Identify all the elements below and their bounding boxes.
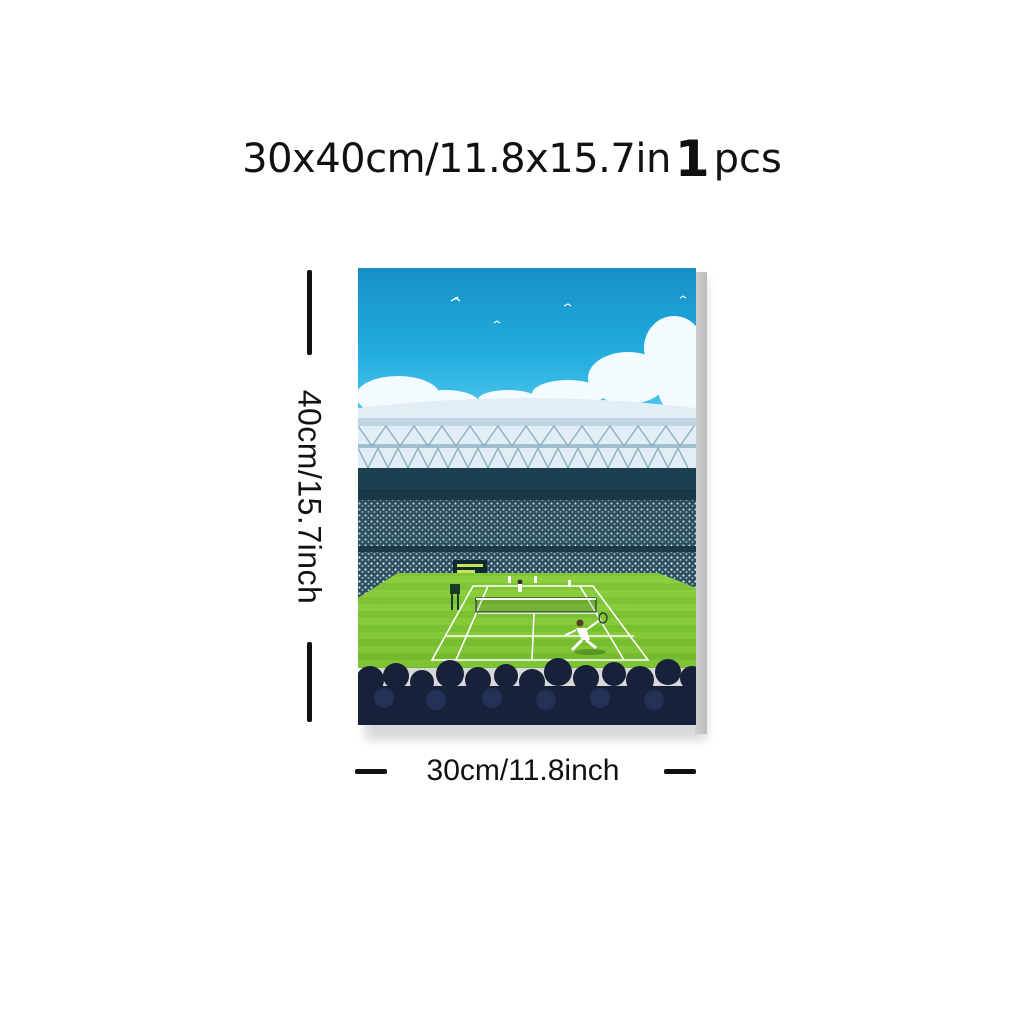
near-player <box>563 612 608 655</box>
size-text: 30x40cm/11.8x15.7in <box>242 136 671 182</box>
umpire-chair <box>450 584 460 610</box>
quantity-number: 1 <box>674 130 710 188</box>
width-dimension-label: 30cm/11.8inch <box>426 754 620 787</box>
stadium-roof <box>358 398 696 473</box>
width-dimension-line-left <box>355 769 387 774</box>
bird <box>450 296 461 302</box>
width-dimension-line-right <box>664 769 696 774</box>
tennis-stadium-illustration <box>358 268 696 725</box>
quantity-unit: pcs <box>713 136 782 182</box>
far-player <box>517 579 523 592</box>
bird <box>493 320 501 324</box>
canvas-artwork <box>358 268 696 725</box>
size-title: 30x40cm/11.8x15.7in1 pcs <box>0 130 1024 184</box>
line-judges <box>508 576 571 587</box>
height-dimension-label: 40cm/15.7inch <box>291 389 328 605</box>
bird <box>563 303 572 307</box>
bird <box>679 295 687 299</box>
foreground-crowd <box>358 658 696 725</box>
roof-truss <box>358 424 695 470</box>
lower-stands <box>358 552 696 598</box>
canvas-side-edge <box>695 272 707 734</box>
height-dimension-line-bottom <box>307 642 312 722</box>
height-dimension-line-top <box>307 270 312 355</box>
